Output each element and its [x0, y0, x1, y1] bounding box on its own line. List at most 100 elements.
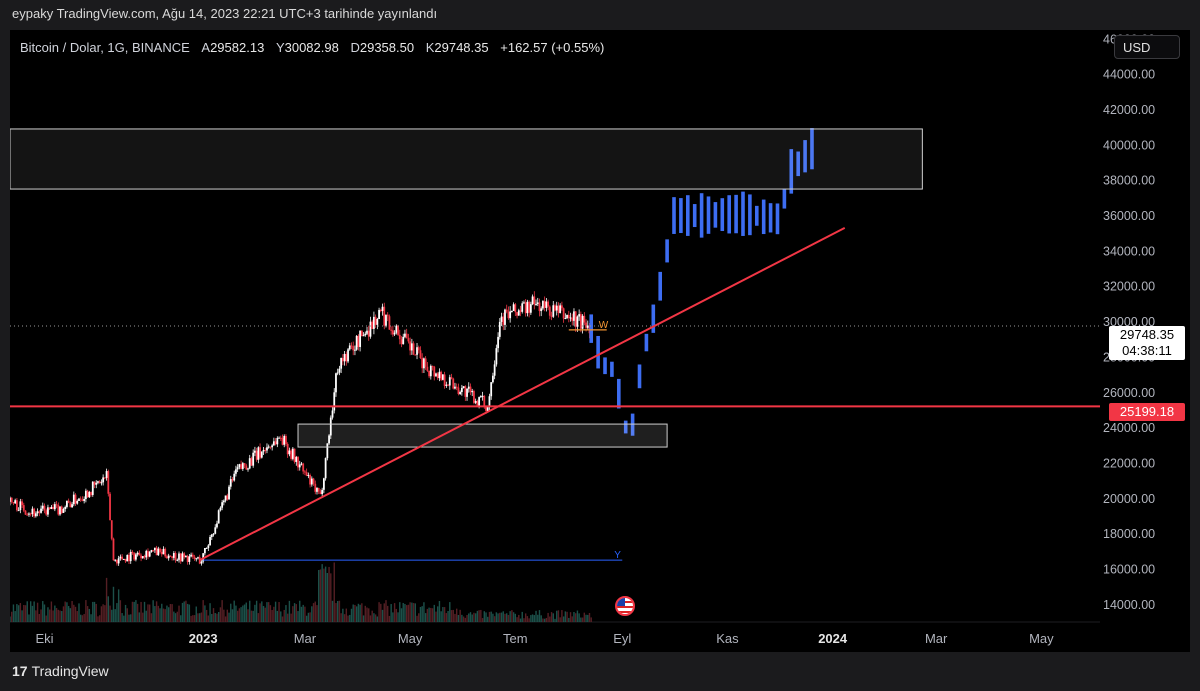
candle	[348, 345, 351, 350]
volume-bar	[583, 612, 586, 622]
us-flag-event-icon[interactable]	[615, 596, 635, 616]
volume-bar	[257, 613, 260, 622]
volume-bar	[140, 601, 142, 622]
currency-button[interactable]: USD	[1114, 35, 1180, 59]
candle	[304, 471, 306, 473]
volume-bar	[214, 613, 216, 622]
volume-bar	[62, 606, 65, 622]
volume-bar	[556, 610, 558, 622]
y-tick-label: 44000.00	[1103, 68, 1155, 82]
symbol-name[interactable]: Bitcoin / Dolar, 1G, BINANCE	[20, 40, 190, 55]
candle	[421, 358, 424, 369]
price-chart[interactable]: YW46000.0044000.0042000.0040000.0038000.…	[10, 30, 1190, 652]
candle	[21, 501, 23, 506]
volume-bar	[414, 603, 417, 622]
close-label: K	[425, 40, 435, 55]
candle	[516, 312, 518, 316]
volume-bar	[235, 605, 237, 622]
volume-bar	[199, 613, 201, 622]
chart-area[interactable]: YW46000.0044000.0042000.0040000.0038000.…	[10, 30, 1190, 652]
volume-bar	[400, 608, 403, 622]
volume-bar	[128, 614, 130, 622]
volume-bar	[243, 604, 246, 622]
candle	[400, 339, 403, 345]
volume-bar	[376, 616, 379, 622]
candle	[283, 435, 286, 445]
volume-bar	[135, 600, 137, 622]
candle	[302, 463, 305, 472]
volume-bar	[290, 613, 292, 622]
candle	[485, 406, 487, 411]
volume-bar	[330, 573, 332, 622]
candle	[119, 556, 122, 559]
candle	[550, 315, 553, 317]
candle	[398, 334, 401, 340]
candle	[504, 309, 506, 325]
volume-bar	[487, 616, 489, 622]
candle	[581, 315, 584, 329]
volume-bar	[588, 612, 591, 622]
candle	[573, 311, 575, 321]
candle	[121, 556, 124, 560]
volume-bar	[150, 613, 153, 622]
volume-bar	[102, 604, 104, 622]
trendline[interactable]	[199, 227, 846, 562]
candle	[86, 490, 89, 498]
candle	[226, 495, 229, 500]
candle	[217, 510, 220, 524]
candle	[540, 308, 543, 312]
tradingview-logo[interactable]: 17 TradingView	[12, 663, 109, 679]
candle	[464, 386, 467, 397]
volume-bar	[464, 617, 467, 622]
candle	[459, 392, 462, 395]
candle	[509, 311, 512, 319]
volume-bar	[33, 601, 35, 622]
projection-bar	[768, 203, 773, 233]
candle	[426, 366, 429, 371]
volume-bar	[518, 614, 520, 622]
volume-bar	[392, 612, 394, 622]
candle	[533, 296, 536, 305]
candle	[52, 506, 55, 510]
volume-bar	[568, 617, 570, 622]
candle	[209, 537, 211, 546]
candle	[160, 551, 163, 555]
candle	[383, 306, 386, 326]
volume-bar	[443, 607, 446, 622]
volume-bar	[126, 608, 128, 622]
candle	[81, 499, 84, 501]
candle	[295, 457, 298, 462]
volume-bar	[183, 601, 185, 622]
volume-bar	[12, 604, 15, 622]
volume-bar	[490, 611, 492, 622]
resistance-zone[interactable]	[10, 128, 923, 190]
candle	[560, 305, 563, 309]
volume-bar	[197, 613, 199, 622]
volume-bar	[83, 613, 85, 622]
volume-bar	[161, 603, 163, 622]
volume-bar	[437, 606, 439, 622]
volume-bar	[159, 608, 161, 622]
candle	[100, 482, 103, 484]
volume-bar	[69, 608, 72, 622]
candle	[43, 505, 46, 511]
candle	[288, 450, 291, 455]
candle	[291, 448, 294, 459]
projection-bar	[658, 271, 663, 301]
candle	[542, 301, 544, 309]
candle	[388, 316, 391, 330]
volume-bar	[528, 618, 530, 622]
volume-bar	[385, 600, 387, 622]
candle	[578, 314, 581, 317]
close-value: 29748.35	[434, 40, 489, 55]
support-zone[interactable]	[297, 423, 668, 448]
volume-bar	[533, 615, 536, 622]
high-label: Y	[275, 40, 285, 55]
candle	[266, 447, 268, 451]
volume-bar	[573, 611, 575, 622]
volume-bar	[131, 601, 134, 622]
x-tick-label: Tem	[503, 631, 528, 646]
candle	[255, 450, 258, 460]
volume-bar	[481, 618, 484, 622]
candle	[514, 304, 517, 313]
